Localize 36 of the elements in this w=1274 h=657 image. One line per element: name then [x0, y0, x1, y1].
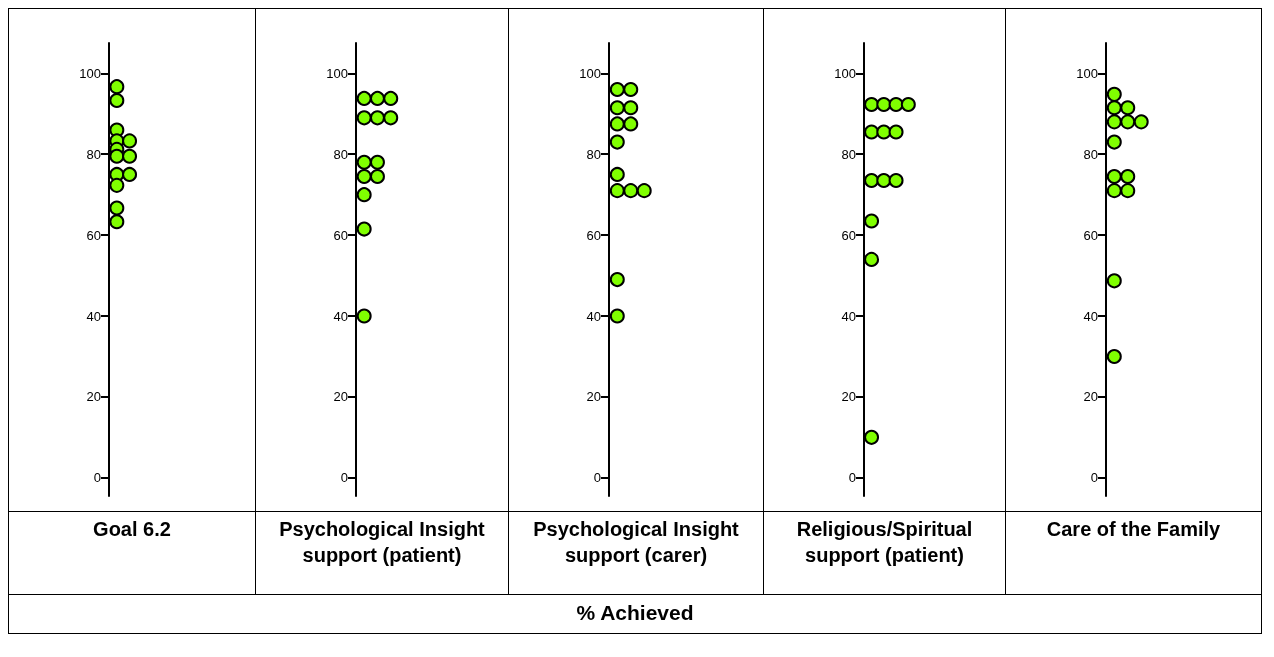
y-tick-label: 80 [333, 146, 348, 162]
y-tick-label: 60 [333, 227, 348, 243]
y-tick-label: 80 [86, 146, 101, 162]
y-tick-label: 100 [579, 65, 601, 81]
x-tick-label: Care of the Family [1045, 517, 1222, 542]
y-tick-label: 100 [1076, 65, 1098, 81]
y-tick-label: 20 [586, 389, 601, 405]
y-tick-label: 60 [86, 227, 101, 243]
y-tick-label: 20 [841, 389, 856, 405]
x-tick-label: Psychological Insight support (patient) [256, 512, 509, 594]
x-tick-label: Religious/Spiritual support (patient) [764, 512, 1006, 594]
y-tick-label: 80 [841, 146, 856, 162]
y-tick-label: 0 [1090, 470, 1098, 486]
y-tick-label: 60 [586, 227, 601, 243]
y-tick-label: 40 [841, 308, 856, 324]
y-tick-label: 40 [586, 308, 601, 324]
x-tick-label: Goal 6.2 [9, 512, 256, 594]
y-tick-label: 80 [1083, 146, 1098, 162]
y-tick-label: 80 [586, 146, 601, 162]
x-tick-label: Psychological Insight support (carer) [509, 512, 764, 594]
y-tick-label: 40 [333, 308, 348, 324]
y-tick-label: 20 [86, 389, 101, 405]
y-tick-label: 0 [593, 470, 601, 486]
y-tick-label: 0 [93, 470, 101, 486]
y-tick-label: 100 [326, 65, 348, 81]
y-tick-label: 20 [333, 389, 348, 405]
x-axis-title: % Achieved [9, 594, 1261, 633]
y-tick-label: 40 [1083, 308, 1098, 324]
y-tick-label: 20 [1083, 389, 1098, 405]
y-tick-label: 60 [1083, 227, 1098, 243]
y-tick-label: 0 [848, 470, 856, 486]
y-tick-label: 60 [841, 227, 856, 243]
y-tick-label: 0 [340, 470, 348, 486]
y-tick-label: 100 [79, 65, 101, 81]
y-tick-label: 100 [834, 65, 856, 81]
y-tick-label: 40 [86, 308, 101, 324]
